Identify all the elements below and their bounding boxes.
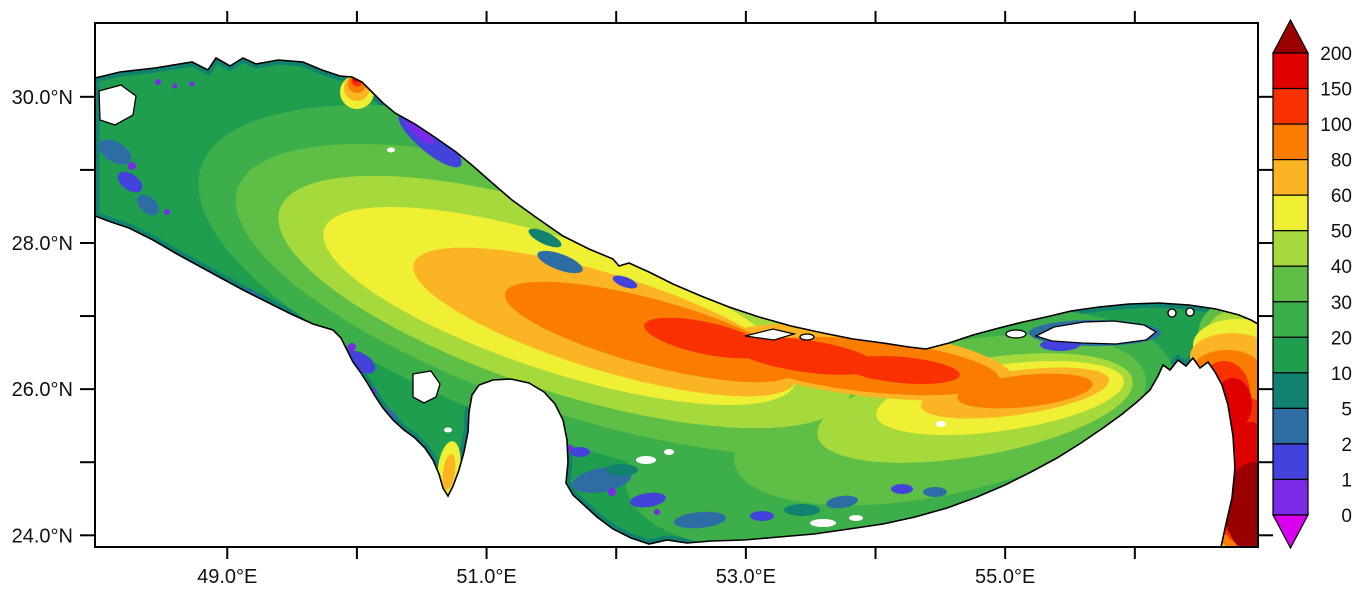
colorbar-tick-label: 200 (1320, 44, 1352, 65)
sea-field-layers (95, 58, 1258, 547)
colorbar-tick-label: 1 (1341, 470, 1352, 491)
speckles-0-1 (128, 79, 660, 515)
islet-hormuz-2 (1185, 307, 1195, 317)
x-tick-label: 51.0°E (456, 566, 516, 588)
y-tick-label: 24.0°N (12, 525, 73, 547)
island-lavan (744, 328, 797, 341)
colorbar-tick-label: 30 (1331, 293, 1352, 314)
colorbar-tick-label: 2 (1341, 435, 1352, 456)
colorbar-segment (1272, 194, 1309, 232)
island-small (799, 333, 815, 341)
colorbar-tick-label: 60 (1331, 186, 1352, 207)
islet-hormuz-1 (1167, 308, 1177, 318)
colorbar-tick-label: 150 (1320, 80, 1352, 101)
colorbar-segment (1272, 478, 1309, 516)
y-tick-label: 26.0°N (12, 379, 73, 401)
colorbar-tick-label: 5 (1341, 399, 1352, 420)
colorbar-tick-label: 10 (1331, 364, 1352, 385)
colorbar-segment (1272, 372, 1309, 409)
x-tick-label: 53.0°E (716, 566, 776, 588)
colorbar-tick-label: 40 (1331, 257, 1352, 278)
colorbar-segment (1272, 443, 1309, 481)
colorbar-segment (1272, 87, 1309, 125)
colorbar-arrow-bottom (1272, 514, 1309, 550)
colorbar-tick-label: 20 (1331, 328, 1352, 349)
island-bubiyan (98, 84, 137, 126)
colorbar-segment (1272, 336, 1309, 374)
colorbar-segment (1272, 159, 1309, 196)
colorbar-segment (1272, 230, 1309, 267)
y-tick-label: 28.0°N (12, 233, 73, 255)
speckles-5-10 (528, 228, 820, 516)
band-above-200-gulf-of-oman (1225, 462, 1258, 547)
colorbar-tick-label: 80 (1331, 151, 1352, 172)
y-tick-label: 30.0°N (12, 87, 73, 109)
x-tick-label: 49.0°E (197, 566, 257, 588)
colorbar-segment (1272, 265, 1309, 303)
colorbar-tick-label: 50 (1331, 222, 1352, 243)
colorbar-segment (1272, 123, 1309, 161)
colorbar-tick-label: 100 (1320, 115, 1352, 136)
colorbar-tick-label: 0 (1341, 506, 1352, 527)
colorbar-segment (1272, 407, 1309, 445)
islands (98, 84, 1195, 404)
x-tick-label: 55.0°E (975, 566, 1035, 588)
island-kish (1005, 329, 1027, 339)
axes: 49.0°E 51.0°E 53.0°E 55.0°E 30.0°N 28.0°N 26.0… (12, 11, 1273, 588)
colorbar-segment (1272, 301, 1309, 338)
colorbar-segment (1272, 52, 1309, 90)
island-bahrain (412, 370, 441, 404)
colorbar-arrow-top (1272, 18, 1309, 54)
island-qeshm (1034, 320, 1158, 345)
plot-frame (94, 22, 1259, 548)
